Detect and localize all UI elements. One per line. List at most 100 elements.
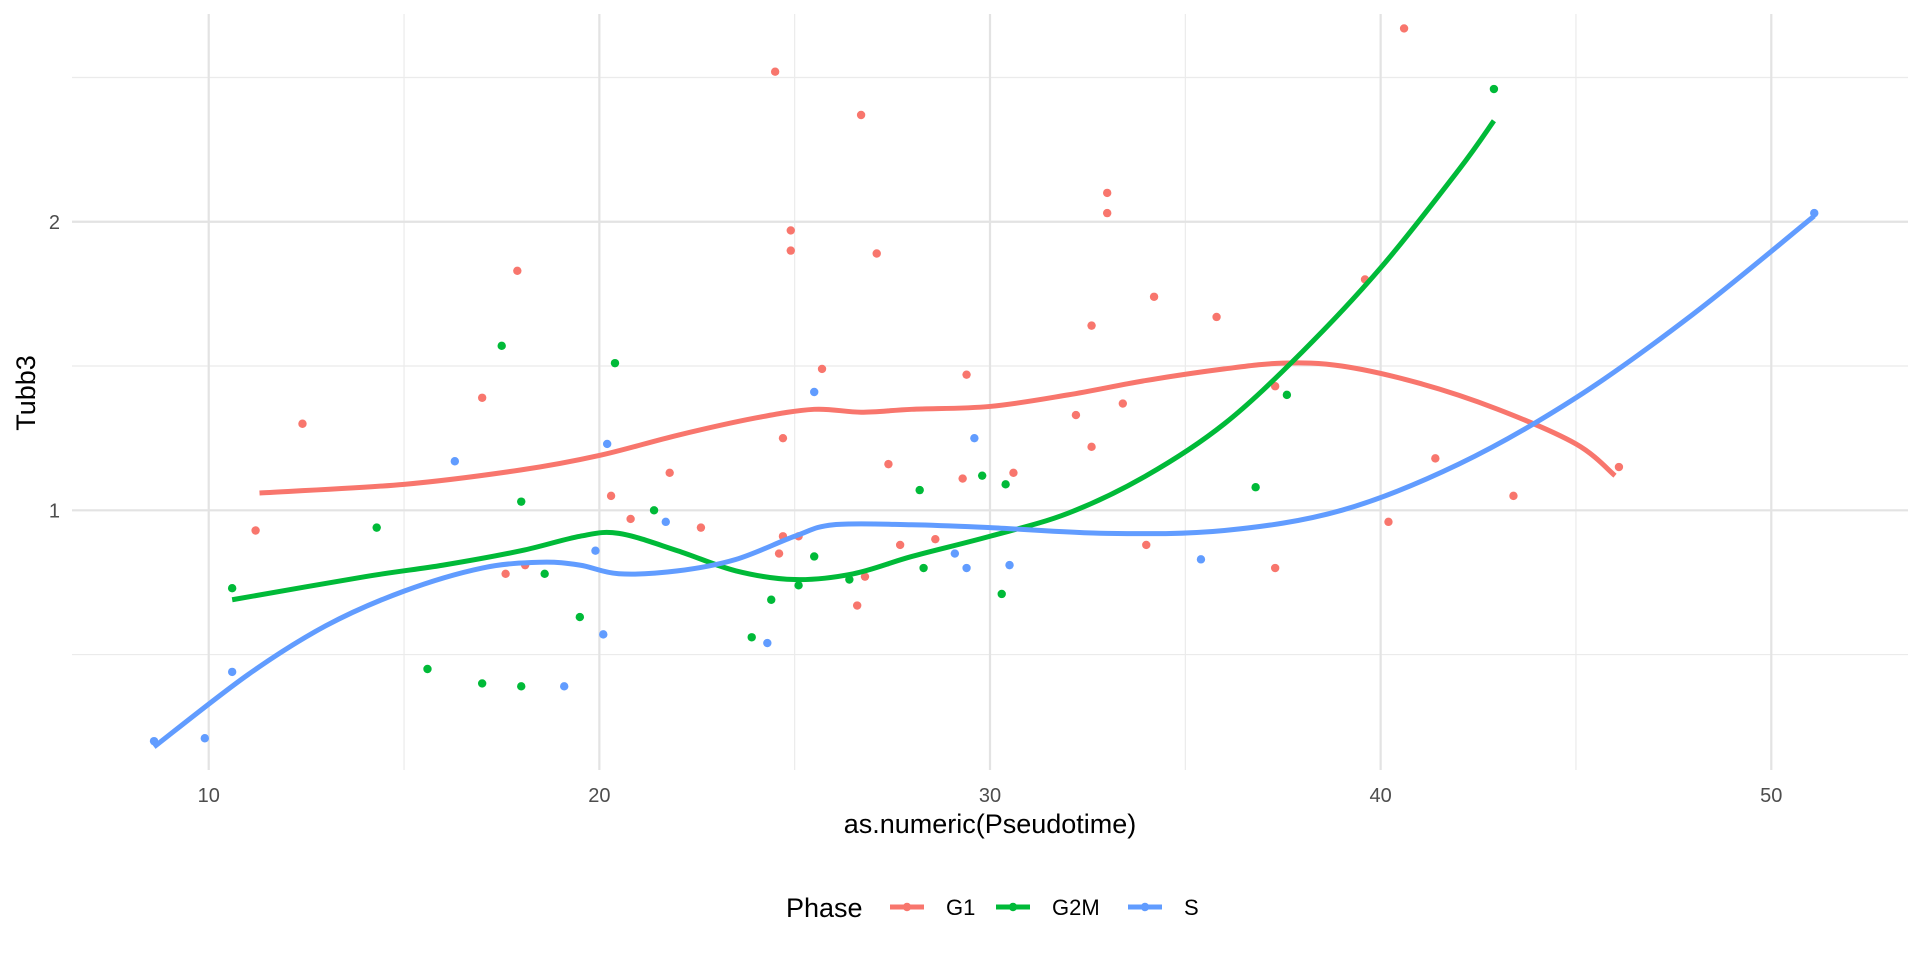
y-tick-label: 1 bbox=[49, 500, 60, 522]
data-point bbox=[1087, 442, 1096, 452]
data-point bbox=[1009, 468, 1018, 477]
data-point bbox=[477, 679, 487, 688]
data-point bbox=[661, 517, 670, 527]
data-point bbox=[1102, 188, 1112, 198]
data-point bbox=[606, 491, 616, 501]
data-point bbox=[962, 563, 971, 573]
data-point bbox=[810, 387, 819, 397]
data-point bbox=[251, 526, 260, 535]
data-point bbox=[423, 664, 432, 674]
data-point bbox=[227, 667, 237, 677]
data-point bbox=[770, 67, 780, 76]
data-point bbox=[774, 549, 784, 558]
legend: Phase G1 G2M S bbox=[786, 893, 1199, 923]
data-point bbox=[599, 630, 608, 639]
data-point bbox=[962, 370, 971, 379]
data-point bbox=[591, 546, 600, 555]
data-point bbox=[1001, 480, 1010, 489]
data-point bbox=[1087, 321, 1096, 330]
series-s-smooth-line bbox=[152, 214, 1816, 749]
data-point bbox=[649, 506, 659, 515]
data-point bbox=[856, 110, 866, 120]
data-point bbox=[763, 638, 772, 648]
y-tick-label: 2 bbox=[49, 212, 60, 234]
data-point bbox=[1005, 560, 1014, 570]
data-point bbox=[610, 358, 620, 368]
data-point bbox=[1102, 208, 1112, 218]
data-point bbox=[794, 581, 803, 590]
data-point bbox=[1431, 454, 1440, 463]
x-axis-title: as.numeric(Pseudotime) bbox=[844, 809, 1137, 839]
data-point bbox=[810, 552, 819, 561]
data-point bbox=[477, 393, 487, 402]
data-point bbox=[786, 226, 795, 235]
smooth-lines-layer bbox=[152, 119, 1816, 749]
data-point bbox=[1270, 563, 1280, 573]
legend-item-g1: G1 bbox=[890, 895, 975, 920]
legend-item-s: S bbox=[1128, 895, 1199, 920]
data-point bbox=[872, 249, 881, 258]
x-tick-label: 10 bbox=[198, 785, 220, 807]
data-point bbox=[1196, 555, 1206, 564]
data-point bbox=[372, 523, 381, 532]
legend-key-point bbox=[1140, 902, 1150, 912]
series-s-points bbox=[149, 208, 1819, 746]
data-point bbox=[501, 569, 510, 578]
data-point bbox=[786, 246, 795, 255]
data-point bbox=[1282, 390, 1292, 400]
data-point bbox=[497, 341, 506, 351]
data-point bbox=[1071, 410, 1081, 420]
data-point bbox=[575, 612, 585, 622]
data-point bbox=[665, 468, 674, 477]
data-point bbox=[1270, 382, 1280, 391]
data-point bbox=[950, 549, 960, 558]
x-axis-ticks: 10 20 30 40 50 bbox=[198, 785, 1783, 807]
points-layer bbox=[149, 24, 1819, 746]
x-tick-label: 30 bbox=[979, 785, 1001, 807]
series-g1-points bbox=[251, 24, 1624, 610]
data-point bbox=[919, 563, 928, 573]
data-point bbox=[778, 433, 788, 443]
data-point bbox=[852, 601, 862, 610]
data-point bbox=[1614, 462, 1624, 472]
data-point bbox=[895, 540, 905, 550]
data-point bbox=[817, 364, 827, 374]
data-point bbox=[767, 595, 776, 604]
data-point bbox=[970, 433, 979, 443]
data-point bbox=[1142, 540, 1151, 550]
data-point bbox=[450, 457, 460, 466]
data-point bbox=[602, 439, 612, 449]
x-tick-label: 20 bbox=[588, 785, 610, 807]
legend-key-point bbox=[902, 902, 912, 912]
data-point bbox=[298, 419, 307, 428]
data-point bbox=[696, 523, 706, 532]
data-point bbox=[958, 474, 967, 483]
data-point bbox=[513, 266, 522, 276]
y-axis-title: Tubb3 bbox=[11, 355, 41, 431]
legend-item-g2m: G2M bbox=[996, 895, 1100, 920]
data-point bbox=[1384, 517, 1393, 527]
x-tick-label: 50 bbox=[1760, 785, 1782, 807]
data-point bbox=[1149, 292, 1159, 301]
data-point bbox=[747, 633, 756, 642]
legend-key-point bbox=[1008, 902, 1018, 912]
data-point bbox=[560, 682, 569, 691]
x-tick-label: 40 bbox=[1370, 785, 1392, 807]
data-point bbox=[626, 514, 635, 524]
data-point bbox=[915, 485, 924, 495]
legend-title: Phase bbox=[786, 893, 863, 923]
y-axis-ticks: 12 bbox=[49, 212, 60, 523]
data-point bbox=[1399, 24, 1409, 33]
series-g2m-smooth-line bbox=[231, 119, 1496, 603]
data-point bbox=[540, 569, 549, 578]
data-point bbox=[200, 734, 210, 743]
legend-label: S bbox=[1184, 895, 1199, 920]
data-point bbox=[1489, 84, 1499, 94]
data-point bbox=[517, 497, 526, 506]
grid-major bbox=[72, 14, 1908, 770]
series-g2m-points bbox=[227, 84, 1499, 691]
data-point bbox=[517, 682, 526, 691]
series-g1-smooth-line bbox=[259, 360, 1617, 496]
data-point bbox=[977, 471, 987, 480]
